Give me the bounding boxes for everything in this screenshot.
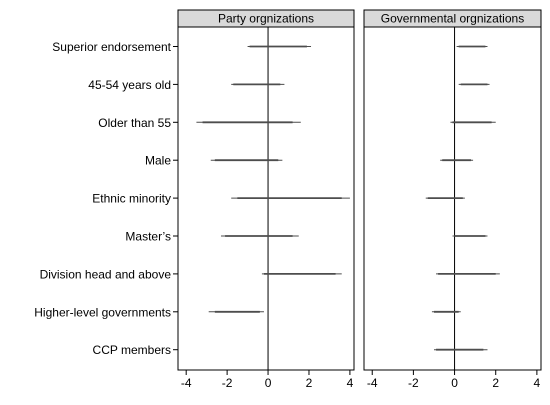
category-label: Master’s — [125, 230, 171, 244]
x-tick-label: 4 — [347, 376, 354, 390]
x-tick-label: 2 — [306, 376, 313, 390]
x-tick-label: 2 — [492, 376, 499, 390]
panel-title: Party orgnizations — [218, 12, 314, 26]
x-tick-label: 0 — [265, 376, 272, 390]
panel-frame — [177, 26, 355, 371]
category-label: Higher-level governments — [34, 305, 171, 319]
category-label: Ethnic minority — [92, 192, 171, 206]
category-label: Male — [145, 154, 171, 168]
x-tick-label: 0 — [451, 376, 458, 390]
panel-frame — [363, 26, 542, 371]
category-label: Division head and above — [40, 267, 172, 281]
category-label: CCP members — [93, 343, 171, 357]
panel-title: Governmental orgnizations — [381, 12, 524, 26]
category-label: Older than 55 — [98, 116, 171, 130]
category-label: Superior endorsement — [52, 40, 171, 54]
x-tick-label: -2 — [222, 376, 233, 390]
x-tick-label: -4 — [181, 376, 192, 390]
x-tick-label: -2 — [408, 376, 419, 390]
category-label: 45-54 years old — [88, 78, 171, 92]
x-tick-label: 4 — [534, 376, 541, 390]
x-tick-label: -4 — [367, 376, 378, 390]
